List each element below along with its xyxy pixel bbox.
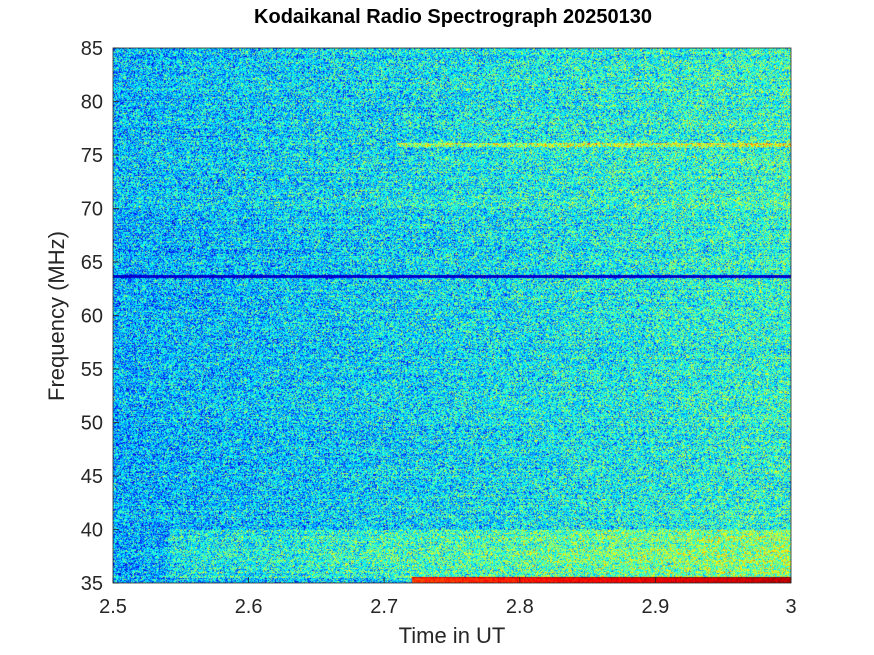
- y-tick-label: 40: [81, 520, 103, 542]
- x-tick-label: 2.8: [506, 596, 534, 618]
- y-tick-label: 50: [81, 413, 103, 435]
- x-tick-label: 2.7: [370, 596, 398, 618]
- plot-area: [112, 47, 792, 584]
- x-tick-label: 2.5: [99, 596, 127, 618]
- x-tick-label: 2.6: [235, 596, 263, 618]
- y-tick-label: 70: [81, 199, 103, 221]
- chart-title: Kodaikanal Radio Spectrograph 20250130: [254, 6, 652, 28]
- x-axis-label: Time in UT: [399, 623, 506, 648]
- x-tick-label: 3: [785, 596, 796, 618]
- spectrogram-image: [113, 48, 791, 583]
- y-tick-label: 45: [81, 466, 103, 488]
- y-tick-label: 60: [81, 306, 103, 328]
- y-tick-label: 85: [81, 38, 103, 60]
- x-axis: 2.5 2.6 2.7 2.8 2.9 3: [99, 577, 797, 618]
- x-tick-label: 2.9: [641, 596, 669, 618]
- y-tick-label: 75: [81, 145, 103, 167]
- y-tick-label: 35: [81, 573, 103, 595]
- y-tick-label: 65: [81, 252, 103, 274]
- y-tick-label: 55: [81, 359, 103, 381]
- y-tick-label: 80: [81, 92, 103, 114]
- y-axis-label: Frequency (MHz): [44, 231, 69, 401]
- y-axis: 35 40 45 50 55 60 65 70 75 80 85: [81, 38, 119, 595]
